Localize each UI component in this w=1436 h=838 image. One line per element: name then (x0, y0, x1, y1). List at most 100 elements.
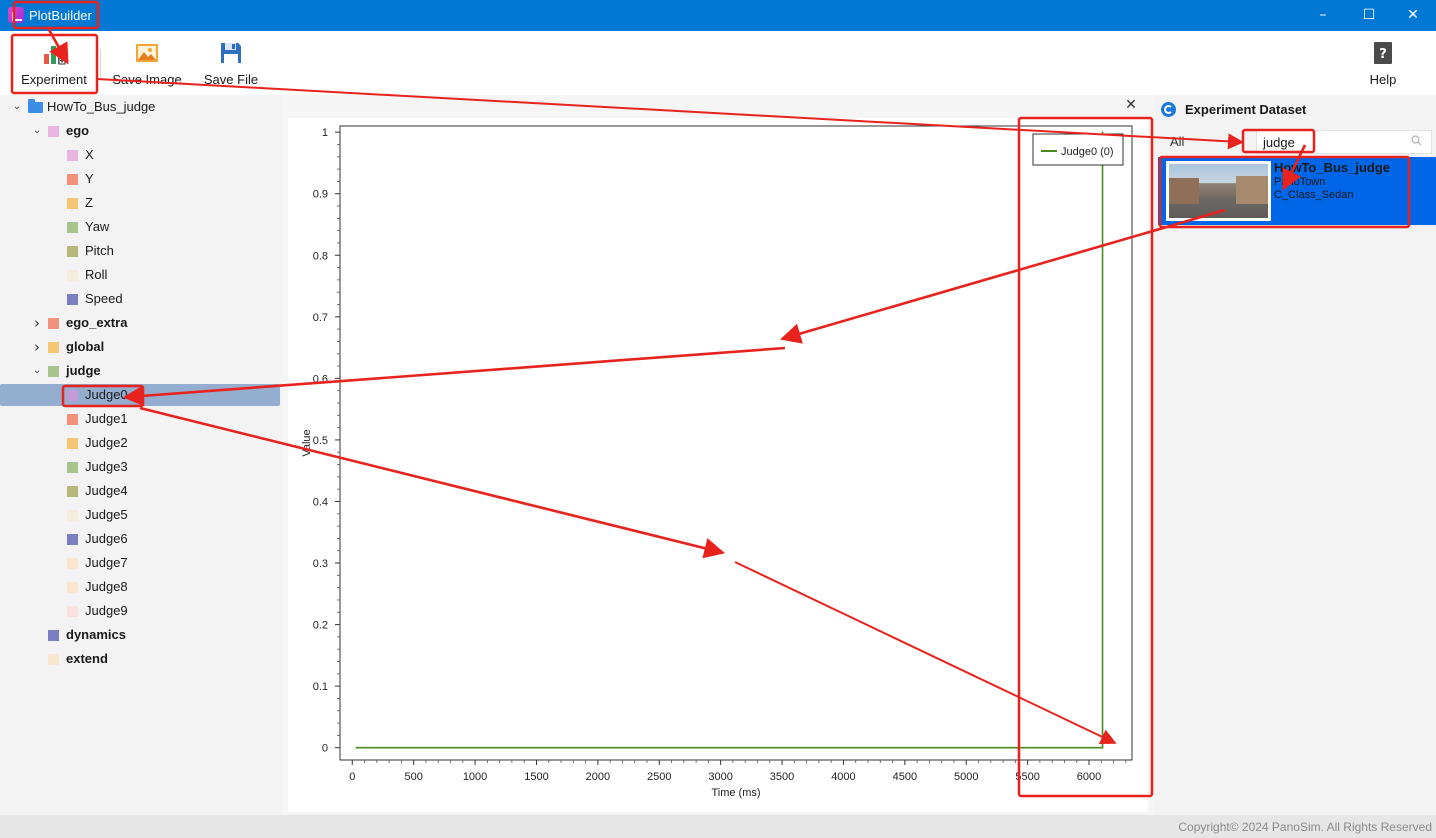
y-tick-label: 0.4 (313, 496, 328, 508)
color-swatch (67, 150, 78, 161)
chevron-down-icon[interactable]: ⌄ (32, 365, 42, 376)
tree-item-label: X (85, 147, 94, 162)
copyright-text: Copyright© 2024 PanoSim. All Rights Rese… (1178, 820, 1432, 834)
street-scene-image (1169, 164, 1268, 218)
series-point (355, 747, 357, 749)
x-tick-label: 2000 (586, 771, 610, 783)
y-axis-label: Value (301, 429, 313, 456)
tree-item-yaw[interactable]: Yaw (0, 216, 280, 238)
tree-item-judge4[interactable]: Judge4 (0, 480, 280, 502)
filter-dropdown[interactable]: All (1170, 134, 1185, 149)
color-swatch (67, 582, 78, 593)
color-swatch (67, 222, 78, 233)
tree-item-label: Judge9 (85, 603, 128, 618)
tree-item-judge7[interactable]: Judge7 (0, 552, 280, 574)
tree-item-judge2[interactable]: Judge2 (0, 432, 280, 454)
tree-item-label: Pitch (85, 243, 114, 258)
color-swatch (48, 366, 59, 377)
close-icon[interactable]: ✕ (1407, 7, 1419, 23)
chevron-down-icon[interactable]: ⌄ (32, 125, 42, 136)
dataset-title: Experiment Dataset (1185, 102, 1307, 117)
tree-item-z[interactable]: Z (0, 192, 280, 214)
tree-item-judge1[interactable]: Judge1 (0, 408, 280, 430)
tree-item-label: Y (85, 171, 94, 186)
x-tick-label: 2500 (647, 771, 671, 783)
tree-item-label: Judge8 (85, 579, 128, 594)
save-icon (221, 43, 241, 63)
tree-item-judge5[interactable]: Judge5 (0, 504, 280, 526)
search-icon[interactable] (1411, 135, 1422, 146)
y-tick-label: 0 (322, 743, 328, 755)
color-swatch (67, 438, 78, 449)
minimize-icon[interactable]: – (1319, 7, 1327, 23)
tree-item-speed[interactable]: Speed (0, 288, 280, 310)
tree-item-label: ego_extra (66, 315, 128, 330)
maximize-icon[interactable]: ☐ (1362, 7, 1376, 23)
x-tick-label: 3000 (708, 771, 732, 783)
tree-item-judge3[interactable]: Judge3 (0, 456, 280, 478)
image-icon (136, 44, 158, 62)
tree-item-label: extend (66, 651, 108, 666)
tree-item-judge9[interactable]: Judge9 (0, 600, 280, 622)
dataset-item-vehicle: C_Class_Sedan (1274, 189, 1354, 201)
color-swatch (67, 198, 78, 209)
chevron-right-icon[interactable]: › (34, 338, 40, 356)
tree-item-label: Judge4 (85, 483, 128, 498)
tree-item-label: Judge1 (85, 411, 128, 426)
tree-item-pitch[interactable]: Pitch (0, 240, 280, 262)
toolbar-divider (100, 49, 101, 77)
y-tick-label: 0.9 (313, 189, 328, 201)
y-tick-label: 0.6 (313, 373, 328, 385)
svg-text:?: ? (1379, 47, 1387, 62)
x-tick-label: 3500 (770, 771, 794, 783)
tree-item-label: global (66, 339, 105, 354)
tree-item-x[interactable]: X (0, 144, 280, 166)
tree-item-label: Judge3 (85, 459, 128, 474)
tree-item-judge[interactable]: ⌄ judge (0, 360, 280, 382)
tree-item-roll[interactable]: Roll (0, 264, 280, 286)
chevron-down-icon[interactable]: ⌄ (12, 101, 22, 112)
x-tick-label: 0 (349, 771, 355, 783)
tree-item-label: Judge6 (85, 531, 128, 546)
help-icon: ? (1374, 42, 1392, 64)
chevron-right-icon[interactable]: › (34, 314, 40, 332)
tree-item-dynamics[interactable]: dynamics (0, 624, 280, 646)
x-tick-label: 1000 (463, 771, 487, 783)
x-tick-label: 1500 (524, 771, 548, 783)
tree-item-ego[interactable]: ⌄ ego (0, 120, 280, 142)
search-value: judge (1263, 135, 1295, 150)
tree-item-y[interactable]: Y (0, 168, 280, 190)
series-point (1100, 747, 1102, 749)
color-swatch (48, 126, 59, 137)
y-tick-label: 0.2 (313, 620, 328, 632)
x-tick-label: 4500 (893, 771, 917, 783)
search-input[interactable]: judge (1256, 130, 1432, 154)
color-swatch (48, 630, 59, 641)
tree-item-ego-extra[interactable]: › ego_extra (0, 312, 280, 334)
color-swatch (67, 486, 78, 497)
y-tick-label: 0.3 (313, 558, 328, 570)
tree-item-judge8[interactable]: Judge8 (0, 576, 280, 598)
x-tick-label: 5000 (954, 771, 978, 783)
tree-item-label: judge (66, 363, 101, 378)
y-tick-label: 0.1 (313, 681, 328, 693)
refresh-icon[interactable] (1161, 102, 1176, 117)
help-button[interactable]: ? Help (1360, 31, 1406, 95)
dataset-item-title: HowTo_Bus_judge (1274, 160, 1391, 175)
color-swatch (67, 294, 78, 305)
color-swatch (48, 342, 59, 353)
color-swatch (67, 510, 78, 521)
tree-item-label: Yaw (85, 219, 110, 234)
tree-item-extend[interactable]: extend (0, 648, 280, 670)
color-swatch (48, 318, 59, 329)
tree-item-global[interactable]: › global (0, 336, 280, 358)
y-tick-label: 1 (322, 127, 328, 139)
tree-item-judge6[interactable]: Judge6 (0, 528, 280, 550)
color-swatch (48, 654, 59, 665)
dataset-item-map: PanoTown (1274, 176, 1326, 188)
status-bar: Copyright© 2024 PanoSim. All Rights Rese… (0, 815, 1436, 838)
x-axis-label: Time (ms) (711, 787, 760, 799)
color-swatch (67, 174, 78, 185)
help-label: Help (1369, 72, 1397, 87)
